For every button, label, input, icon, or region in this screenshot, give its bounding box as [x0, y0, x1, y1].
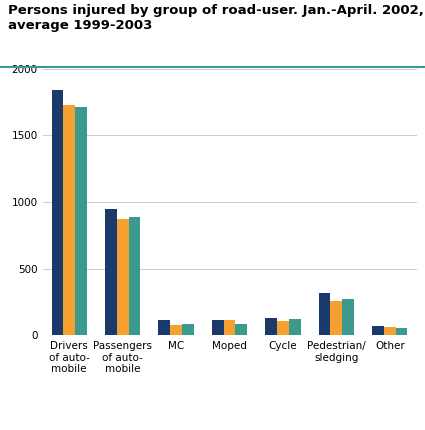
Bar — [265, 318, 277, 335]
Bar — [396, 328, 408, 335]
Bar — [342, 299, 354, 335]
Text: Persons injured by group of road-user. Jan.-April. 2002, 2003 and
average 1999-2: Persons injured by group of road-user. J… — [8, 4, 425, 32]
Bar — [289, 319, 300, 335]
Bar — [63, 105, 75, 335]
Bar — [128, 217, 140, 335]
Bar — [384, 327, 396, 335]
Bar — [75, 107, 87, 335]
Bar — [182, 324, 194, 335]
Bar — [51, 90, 63, 335]
Bar — [277, 321, 289, 335]
Bar — [117, 219, 128, 335]
Bar — [224, 320, 235, 335]
Bar — [319, 293, 331, 335]
Bar — [105, 209, 117, 335]
Bar — [159, 320, 170, 335]
Bar — [372, 326, 384, 335]
Bar — [170, 325, 182, 335]
Bar — [331, 301, 342, 335]
Bar — [235, 324, 247, 335]
Bar — [212, 320, 224, 335]
